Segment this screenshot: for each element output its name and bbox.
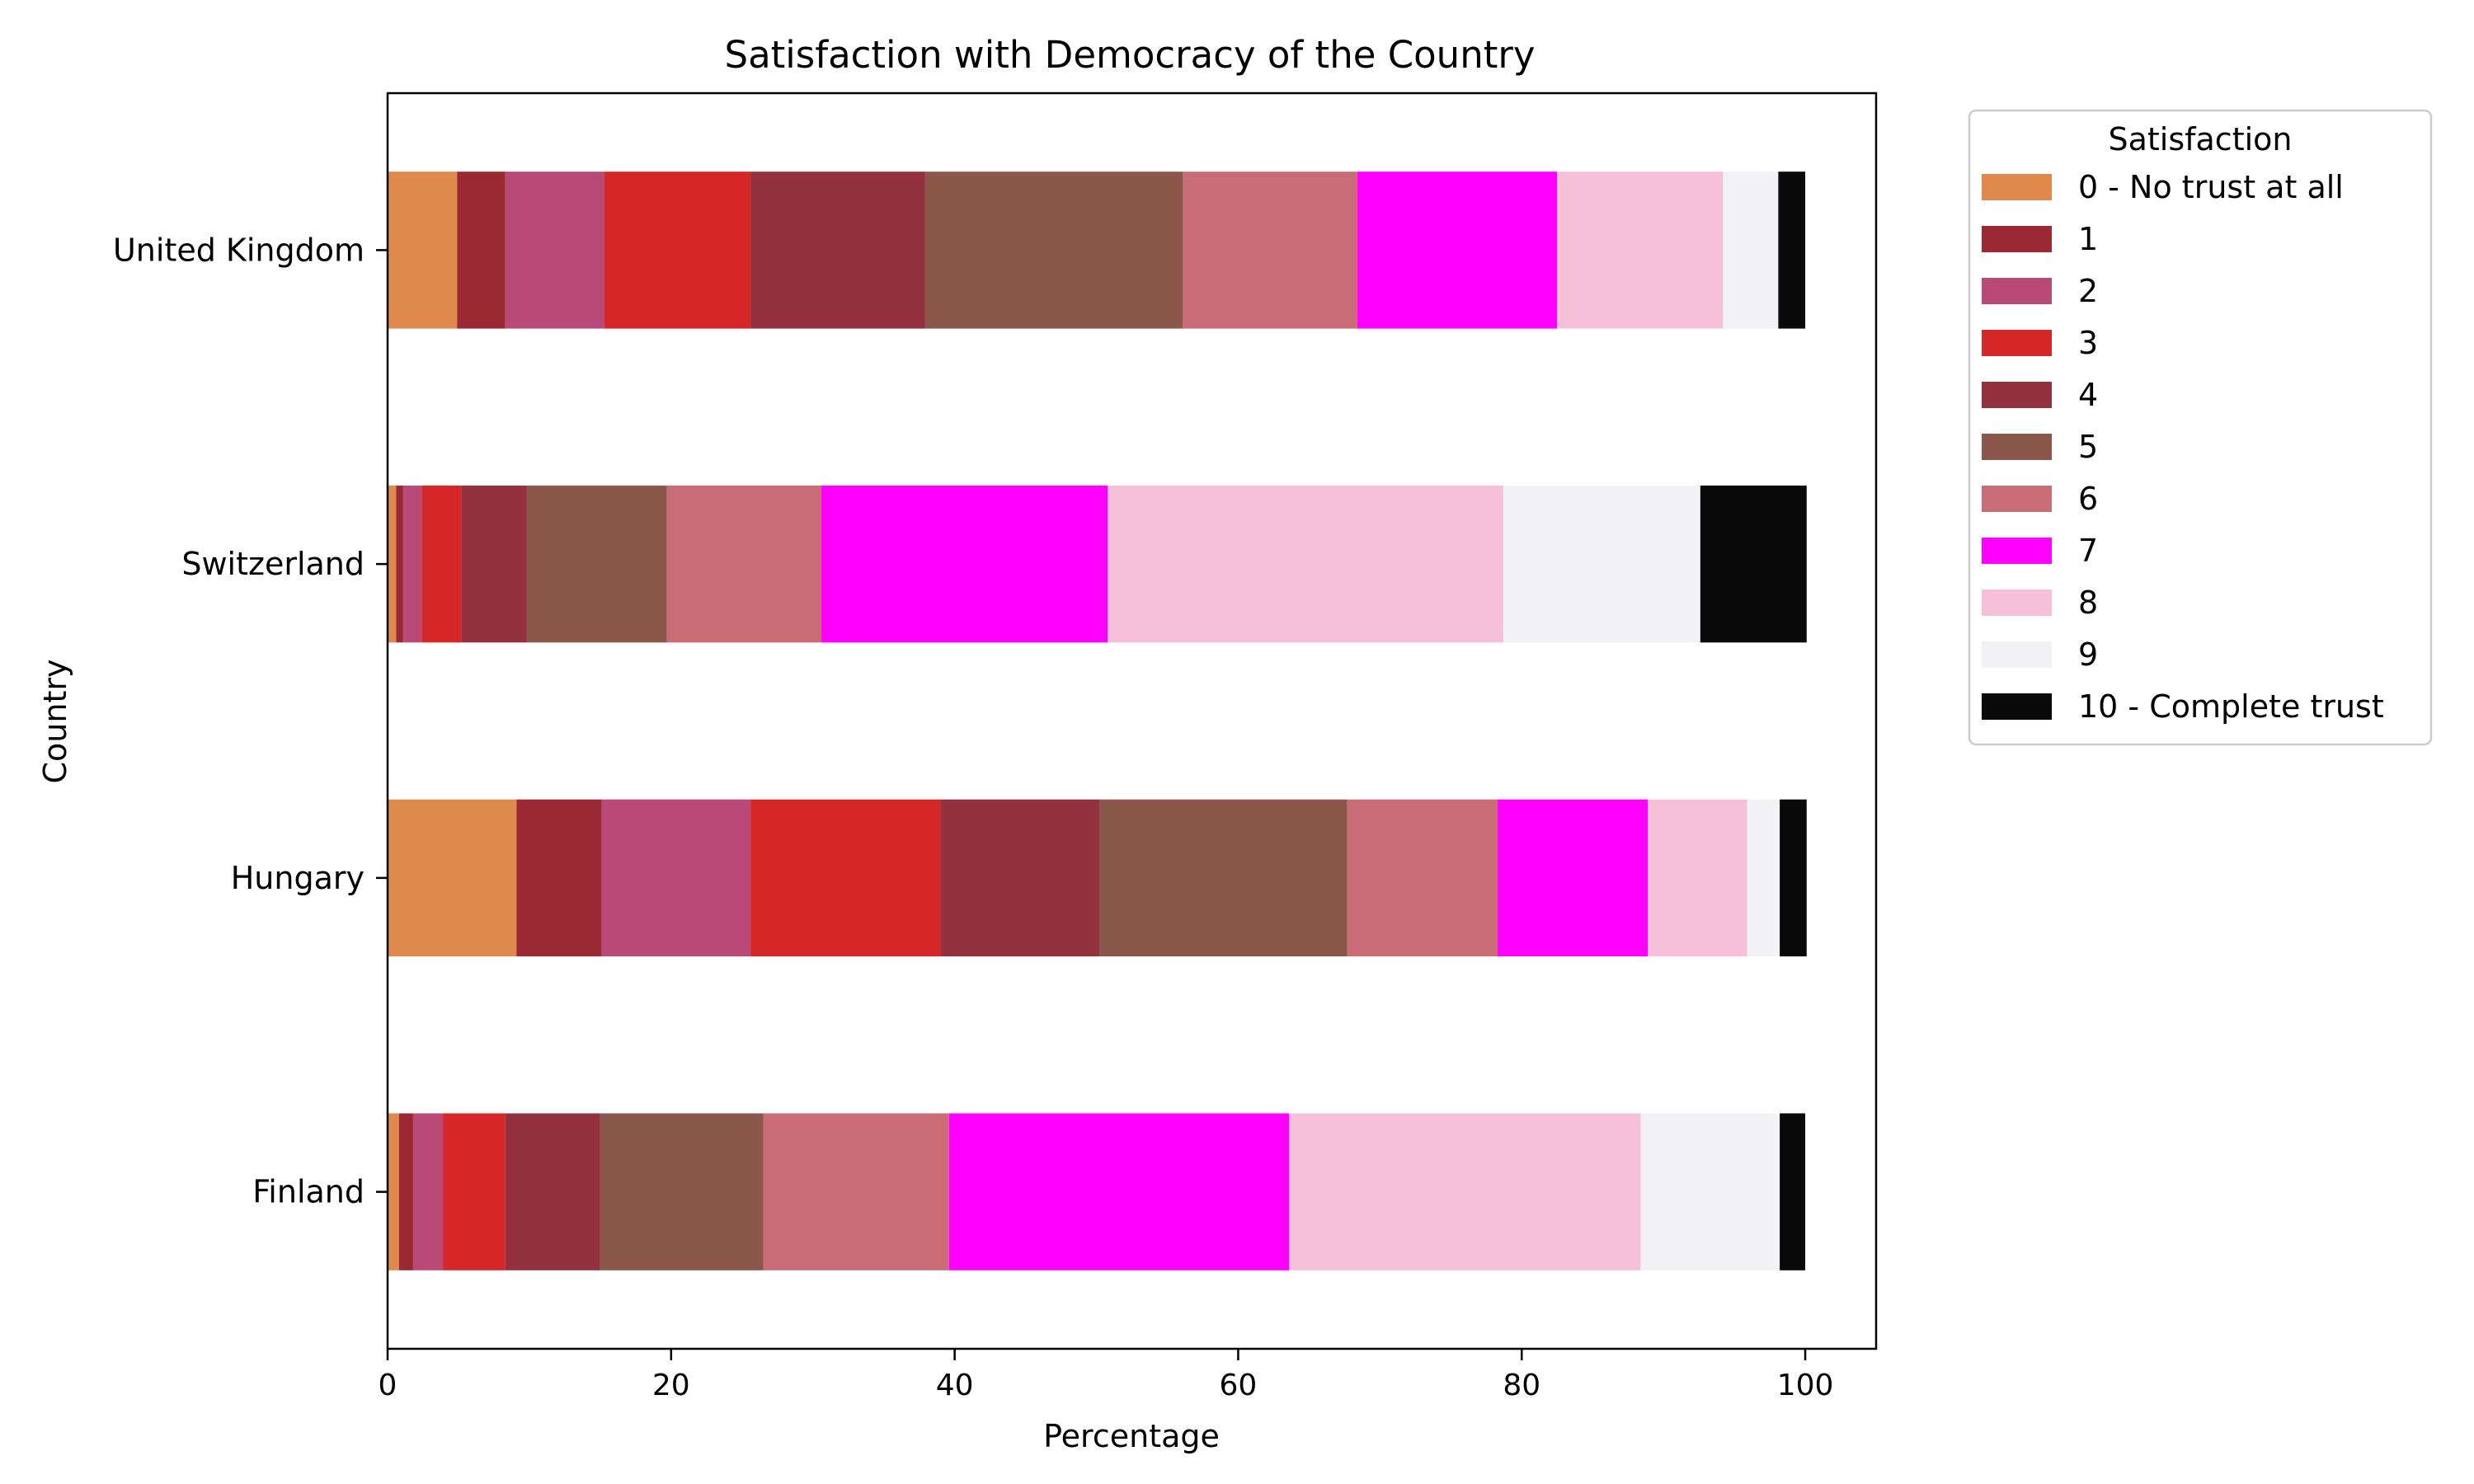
bar-segment-united-kingdom-10-complete-trust: [1778, 171, 1806, 329]
bar-segment-united-kingdom-4: [750, 171, 925, 329]
legend-swatch-6: [1982, 486, 2052, 512]
legend-label-9: 9: [2078, 636, 2098, 673]
legend-label-2: 2: [2078, 273, 2098, 309]
bar-segment-hungary-0-no-trust-at-all: [388, 799, 517, 957]
legend-swatch-3: [1982, 330, 2052, 356]
x-tick-label: 100: [1777, 1369, 1834, 1402]
bar-segment-united-kingdom-7: [1357, 171, 1558, 329]
legend-label-7: 7: [2078, 533, 2098, 569]
bar-segment-finland-6: [763, 1113, 949, 1270]
bar-segment-hungary-6: [1347, 799, 1498, 957]
bar-segment-switzerland-9: [1503, 485, 1700, 643]
bar-segment-switzerland-1: [396, 485, 403, 643]
bar-segment-finland-5: [600, 1113, 764, 1270]
legend-swatch-9: [1982, 641, 2052, 668]
bar-segment-hungary-10-complete-trust: [1780, 799, 1807, 957]
legend-swatch-8: [1982, 589, 2052, 616]
plot-frame: [386, 92, 1878, 1350]
bar-segment-hungary-3: [750, 799, 941, 957]
bar-segment-finland-3: [443, 1113, 506, 1270]
legend-swatch-1: [1982, 226, 2052, 252]
legend-label-0-no-trust-at-all: 0 - No trust at all: [2078, 169, 2344, 205]
bar-segment-finland-4: [505, 1113, 600, 1270]
legend-label-6: 6: [2078, 481, 2098, 517]
legend-swatch-0-no-trust-at-all: [1982, 174, 2052, 200]
x-tick-label: 20: [652, 1369, 690, 1402]
bar-segment-united-kingdom-5: [924, 171, 1183, 329]
chart-title: Satisfaction with Democracy of the Count…: [725, 33, 1536, 77]
bar-segment-united-kingdom-3: [604, 171, 751, 329]
bar-segment-hungary-5: [1098, 799, 1348, 957]
bar-segment-hungary-7: [1498, 799, 1649, 957]
legend-swatch-10-complete-trust: [1982, 693, 2052, 720]
y-tick-label: United Kingdom: [113, 232, 365, 268]
legend-frame: [1968, 109, 2433, 746]
bar-segment-hungary-9: [1747, 799, 1780, 957]
bar-segment-switzerland-3: [421, 485, 462, 643]
bar-segment-finland-9: [1640, 1113, 1780, 1270]
y-tick-label: Hungary: [231, 860, 365, 896]
x-tick-label: 80: [1503, 1369, 1540, 1402]
bar-segment-hungary-1: [516, 799, 602, 957]
axes-layer: 0 20 40 60 80 100 Finland Hungary Switzerland Uni…: [113, 232, 1833, 1402]
legend-swatch-7: [1982, 538, 2052, 564]
bar-segment-united-kingdom-9: [1723, 171, 1779, 329]
bar-segment-finland-1: [398, 1113, 413, 1270]
bar-segment-switzerland-7: [821, 485, 1108, 643]
bar-segment-hungary-4: [940, 799, 1099, 957]
bar-segment-united-kingdom-2: [505, 171, 605, 329]
bar-segment-united-kingdom-6: [1183, 171, 1357, 329]
legend-label-4: 4: [2078, 377, 2098, 413]
legend-label-5: 5: [2078, 429, 2098, 465]
x-tick-label: 0: [379, 1369, 397, 1402]
bar-segment-united-kingdom-1: [457, 171, 506, 329]
x-tick-label: 40: [936, 1369, 974, 1402]
bar-segment-finland-0-no-trust-at-all: [388, 1113, 399, 1270]
bar-segment-united-kingdom-8: [1557, 171, 1724, 329]
bar-segment-hungary-8: [1648, 799, 1747, 957]
legend-label-10-complete-trust: 10 - Complete trust: [2078, 688, 2384, 725]
legend-items: 0 - No trust at all 1 2 3 4 5 6 7 8 9 10 - Complet…: [1982, 169, 2384, 725]
x-tick-label: 60: [1220, 1369, 1258, 1402]
bar-segment-hungary-2: [601, 799, 751, 957]
bar-segment-finland-10-complete-trust: [1780, 1113, 1806, 1270]
y-tick-label: Switzerland: [181, 546, 365, 582]
legend-swatch-5: [1982, 434, 2052, 460]
bar-segment-switzerland-0-no-trust-at-all: [388, 485, 397, 643]
bar-segment-finland-7: [948, 1113, 1290, 1270]
bar-segment-switzerland-5: [526, 485, 667, 643]
bar-segment-finland-2: [412, 1113, 444, 1270]
bar-segment-switzerland-4: [461, 485, 527, 643]
x-axis-label: Percentage: [1043, 1418, 1220, 1454]
bar-segment-united-kingdom-0-no-trust-at-all: [388, 171, 458, 329]
legend-swatch-2: [1982, 278, 2052, 304]
legend-swatch-4: [1982, 382, 2052, 408]
bar-segment-switzerland-10-complete-trust: [1700, 485, 1807, 643]
bar-segment-switzerland-2: [402, 485, 422, 643]
bar-segment-finland-8: [1289, 1113, 1641, 1270]
legend-title: Satisfaction: [2108, 121, 2292, 157]
legend-label-1: 1: [2078, 221, 2098, 257]
legend: Satisfaction 0 - No trust at all 1 2 3 4 5 6 7 8…: [1968, 109, 2433, 746]
y-axis-label: Country: [37, 660, 73, 784]
bar-segment-switzerland-8: [1108, 485, 1503, 643]
bars-layer: [388, 171, 1807, 1270]
legend-label-3: 3: [2078, 325, 2098, 361]
legend-label-8: 8: [2078, 585, 2098, 621]
bar-segment-switzerland-6: [666, 485, 822, 643]
y-tick-label: Finland: [252, 1174, 365, 1210]
